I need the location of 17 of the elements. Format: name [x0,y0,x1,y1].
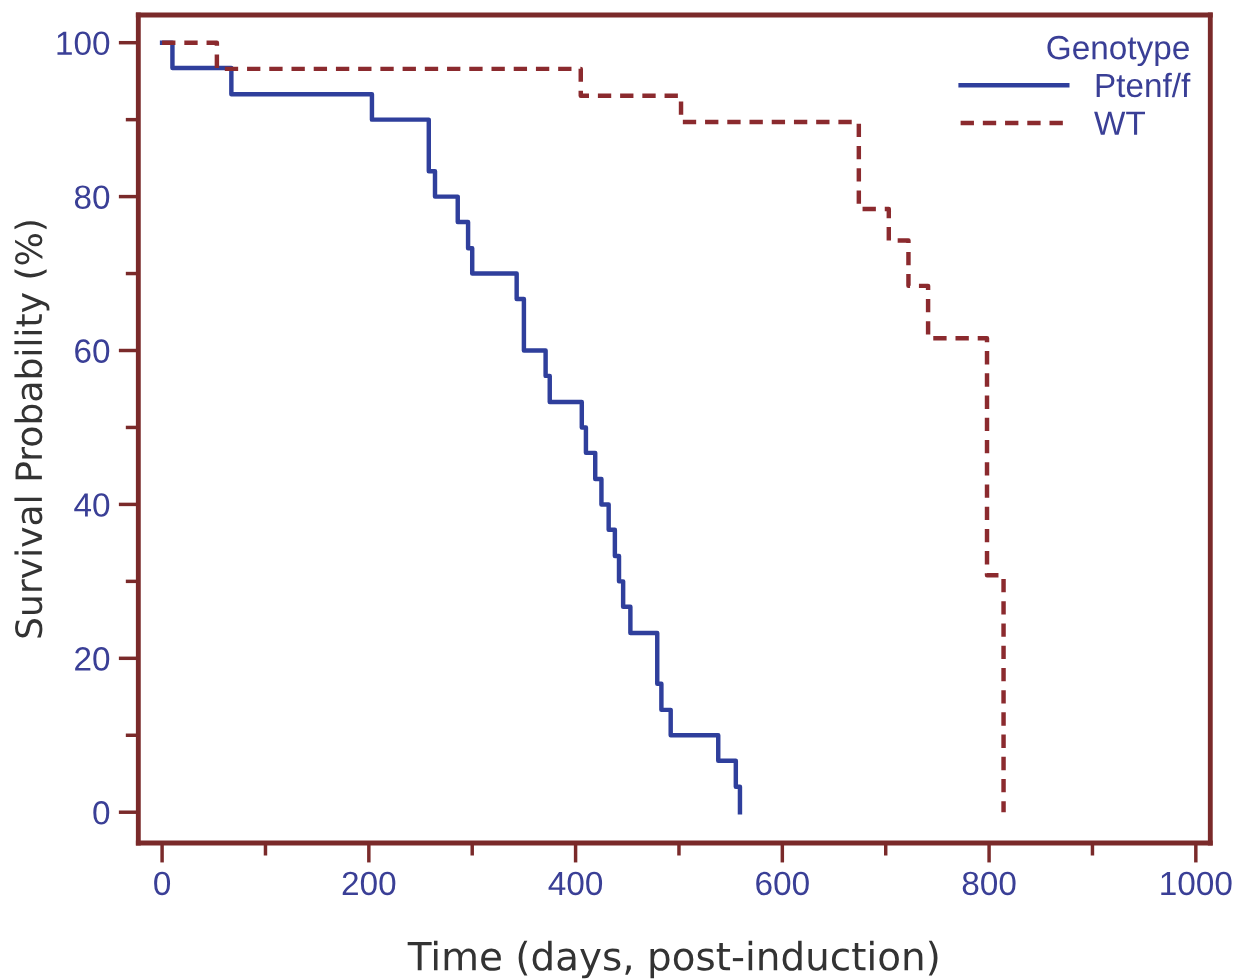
x-tick-label: 1000 [1161,871,1232,896]
y-tick-label: 60 [75,339,110,363]
legend-label: Ptenf/f [1096,72,1191,98]
y-tick-label: 80 [74,185,110,210]
y-tick-label: 40 [74,493,110,517]
y-axis-title: Survival Probability (%) [14,221,50,638]
x-tick-label: 0 [154,871,171,896]
x-axis-title: Time (days, post-induction) [407,940,938,979]
y-tick-label: 20 [75,647,110,671]
x-tick-label: 600 [756,871,809,896]
x-tick-label: 400 [548,871,603,896]
y-tick-label: 0 [93,801,110,825]
x-tick-label: 200 [342,871,396,896]
y-tick-label: 100 [57,31,110,56]
legend-label: WT [1094,111,1146,135]
x-tick-label: 800 [962,871,1016,896]
legend-title: Genotype [1047,35,1189,67]
